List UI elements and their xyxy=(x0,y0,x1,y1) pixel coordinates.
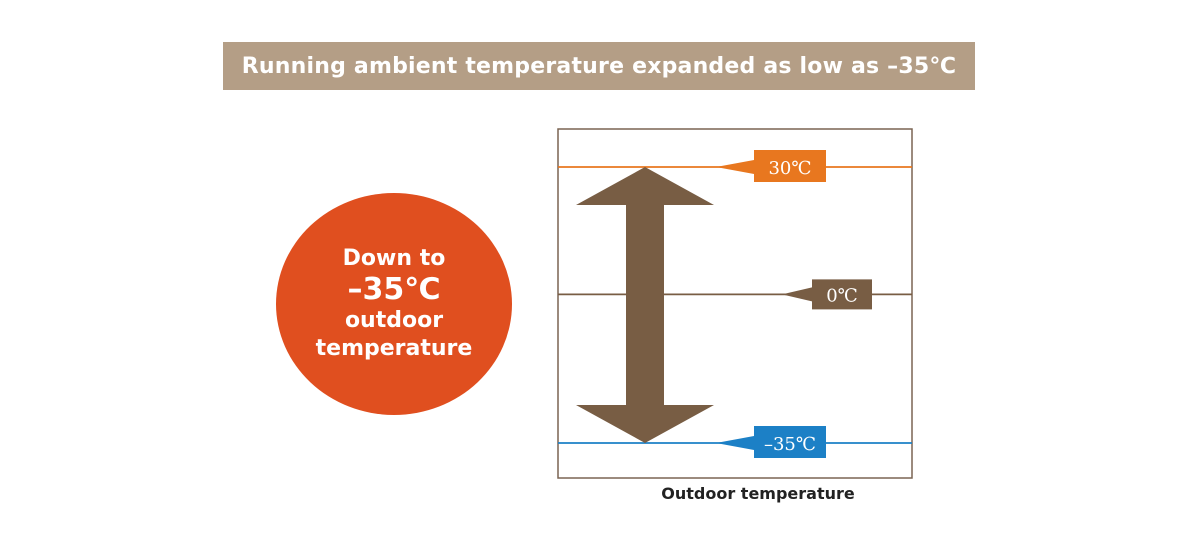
headline-banner: Running ambient temperature expanded as … xyxy=(223,42,975,90)
diagram-caption: Outdoor temperature xyxy=(661,484,855,503)
badge-line-temperature: –35℃ xyxy=(347,272,441,307)
headline-text: Running ambient temperature expanded as … xyxy=(241,53,957,79)
level-label-minus35: –35℃ xyxy=(764,434,816,455)
badge-line-outdoor: outdoor xyxy=(344,308,444,333)
range-double-arrow xyxy=(576,167,714,443)
temperature-badge-circle: Down to –35℃ outdoor temperature xyxy=(276,193,512,415)
diagram-frame xyxy=(557,128,913,479)
level-label-30: 30℃ xyxy=(768,158,811,179)
label-pointer-0 xyxy=(782,287,812,302)
label-pointer-minus35 xyxy=(716,436,754,450)
badge-line-temperature-word: temperature xyxy=(315,336,473,361)
label-box-0 xyxy=(812,279,872,310)
label-box-minus35 xyxy=(754,426,826,458)
level-label-0: 0℃ xyxy=(826,285,858,306)
label-box-30 xyxy=(754,150,826,182)
badge-line-down-to: Down to xyxy=(342,246,446,271)
label-pointer-30 xyxy=(716,160,754,174)
